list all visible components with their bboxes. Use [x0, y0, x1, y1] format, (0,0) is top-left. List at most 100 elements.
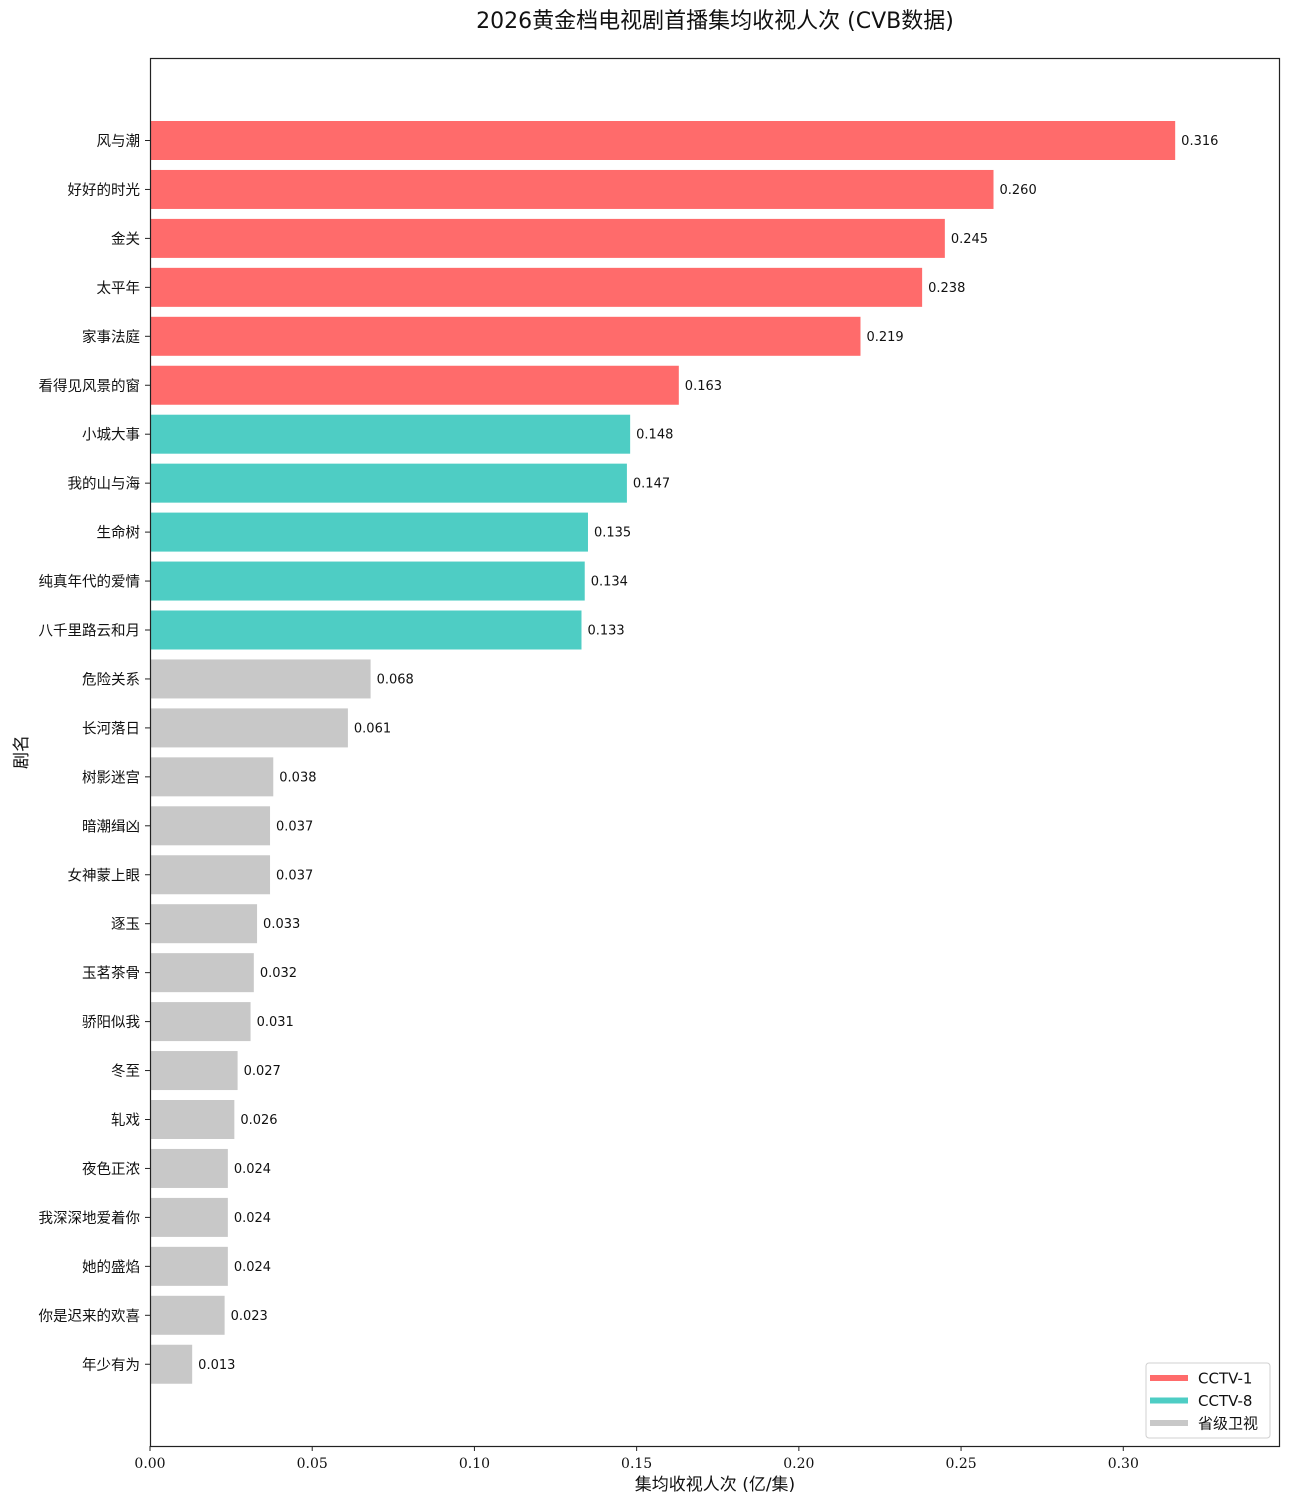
x-tick-label: 0.15 — [621, 1456, 652, 1472]
value-label: 0.032 — [260, 966, 297, 981]
value-label: 0.147 — [633, 477, 670, 492]
y-tick-label: 纯真年代的爱情 — [39, 573, 141, 591]
bar — [150, 1295, 225, 1335]
value-label: 0.068 — [377, 672, 414, 687]
y-tick-label: 玉茗茶骨 — [82, 965, 140, 982]
bar — [150, 757, 274, 797]
value-label: 0.037 — [276, 819, 313, 834]
value-label: 0.163 — [685, 379, 722, 394]
legend-swatch — [1150, 1375, 1188, 1381]
bar — [150, 953, 254, 993]
chart-title: 2026黄金档电视剧首播集均收视人次 (CVB数据) — [476, 9, 954, 34]
value-label: 0.026 — [240, 1113, 277, 1128]
value-label: 0.038 — [279, 770, 316, 785]
value-label: 0.024 — [234, 1260, 271, 1275]
legend-label: 省级卫视 — [1198, 1415, 1258, 1433]
legend-label: CCTV-1 — [1198, 1370, 1252, 1388]
bar — [150, 1148, 228, 1188]
y-tick-label: 看得见风景的窗 — [39, 377, 141, 395]
bar — [150, 1246, 228, 1286]
x-tick-labels: 0.00 0.05 0.10 0.15 0.20 0.25 0.30 — [134, 1446, 1139, 1472]
value-label: 0.024 — [234, 1211, 271, 1226]
bar — [150, 169, 994, 209]
y-tick-label: 我深深地爱着你 — [39, 1210, 141, 1227]
y-tick-label: 家事法庭 — [82, 329, 140, 346]
bar — [150, 267, 923, 307]
value-label: 0.219 — [866, 330, 903, 345]
x-axis-label: 集均收视人次 (亿/集) — [635, 1475, 795, 1495]
y-tick-labels: 风与潮好好的时光金关太平年家事法庭看得见风景的窗小城大事我的山与海生命树纯真年代… — [39, 133, 150, 1374]
y-tick-label: 树影迷宫 — [82, 769, 140, 786]
bar — [150, 463, 627, 503]
value-label: 0.238 — [928, 281, 965, 296]
value-label: 0.135 — [594, 526, 631, 541]
plot-area: 0.316 0.260 0.245 0.238 0.219 0.163 0.148 0.147… — [150, 121, 1218, 1384]
y-tick-label: 暗潮缉凶 — [82, 818, 140, 835]
y-tick-label: 轧戏 — [111, 1112, 140, 1129]
bar — [150, 610, 582, 650]
bar — [150, 855, 271, 895]
y-tick-label: 太平年 — [97, 280, 141, 297]
y-tick-label: 风与潮 — [97, 133, 141, 150]
y-tick-label: 危险关系 — [82, 671, 140, 688]
value-label: 0.037 — [276, 868, 313, 883]
x-tick-label: 0.20 — [783, 1456, 814, 1472]
bar — [150, 316, 861, 356]
bar — [150, 659, 371, 699]
value-label: 0.031 — [257, 1015, 294, 1030]
value-label: 0.316 — [1181, 134, 1218, 149]
legend-swatch — [1150, 1397, 1188, 1404]
value-label: 0.023 — [231, 1309, 268, 1324]
value-label: 0.061 — [354, 721, 391, 736]
x-tick-label: 0.10 — [459, 1456, 490, 1472]
value-label: 0.033 — [263, 917, 300, 932]
legend: CCTV-1 CCTV-8 省级卫视 — [1145, 1362, 1271, 1439]
x-tick-label: 0.05 — [297, 1456, 328, 1472]
bar — [150, 414, 631, 454]
bar — [150, 512, 588, 552]
value-label: 0.133 — [587, 624, 624, 639]
bar — [150, 1197, 228, 1237]
x-tick-label: 0.25 — [945, 1456, 976, 1472]
y-tick-label: 生命树 — [97, 524, 141, 542]
value-label: 0.245 — [951, 232, 988, 247]
bar — [150, 218, 945, 258]
y-tick-label: 好好的时光 — [68, 182, 141, 199]
bar — [150, 1344, 193, 1384]
value-label: 0.134 — [591, 575, 628, 590]
value-label: 0.024 — [234, 1162, 271, 1177]
y-tick-label: 骄阳似我 — [82, 1014, 140, 1031]
y-tick-label: 她的盛焰 — [82, 1259, 140, 1276]
y-tick-label: 长河落日 — [82, 720, 140, 737]
y-tick-label: 年少有为 — [82, 1357, 140, 1374]
value-label: 0.013 — [198, 1358, 235, 1373]
y-tick-label: 冬至 — [111, 1063, 140, 1080]
bar — [150, 806, 271, 846]
y-tick-label: 你是迟来的欢喜 — [39, 1308, 141, 1325]
y-tick-label: 我的山与海 — [68, 476, 141, 493]
plot-frame — [149, 57, 1281, 1448]
y-tick-label: 女神蒙上眼 — [68, 866, 141, 884]
y-tick-label: 金关 — [111, 231, 140, 248]
bar — [150, 561, 585, 601]
legend-box — [1145, 1362, 1271, 1439]
x-tick-label: 0.30 — [1108, 1456, 1139, 1472]
x-tick-label: 0.00 — [134, 1456, 165, 1472]
legend-label: CCTV-8 — [1198, 1392, 1252, 1410]
value-label: 0.260 — [1000, 183, 1037, 198]
bar — [150, 121, 1176, 160]
bar — [150, 708, 348, 748]
y-tick-label: 八千里路云和月 — [39, 623, 141, 640]
legend-swatch — [1150, 1420, 1188, 1426]
bar — [150, 904, 258, 944]
value-label: 0.027 — [244, 1064, 281, 1079]
value-label: 0.148 — [636, 428, 673, 443]
y-tick-label: 小城大事 — [82, 427, 140, 444]
bar — [150, 1100, 235, 1139]
y-axis-label: 剧名 — [12, 735, 32, 769]
y-tick-label: 夜色正浓 — [82, 1161, 140, 1178]
bar — [150, 1051, 238, 1091]
y-tick-label: 逐玉 — [111, 916, 140, 933]
bar — [150, 1002, 251, 1042]
